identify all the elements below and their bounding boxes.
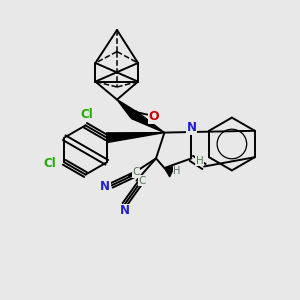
Polygon shape bbox=[106, 133, 164, 142]
Text: N: N bbox=[119, 204, 130, 217]
Text: C: C bbox=[138, 176, 146, 186]
Text: H: H bbox=[173, 166, 181, 176]
Text: C: C bbox=[133, 167, 140, 177]
Text: Cl: Cl bbox=[44, 157, 56, 170]
Text: Cl: Cl bbox=[81, 107, 93, 121]
Text: N: N bbox=[100, 180, 110, 194]
Text: O: O bbox=[148, 110, 159, 123]
Text: H: H bbox=[196, 156, 204, 166]
Polygon shape bbox=[131, 111, 164, 133]
Text: N: N bbox=[186, 121, 197, 134]
Polygon shape bbox=[117, 100, 136, 118]
